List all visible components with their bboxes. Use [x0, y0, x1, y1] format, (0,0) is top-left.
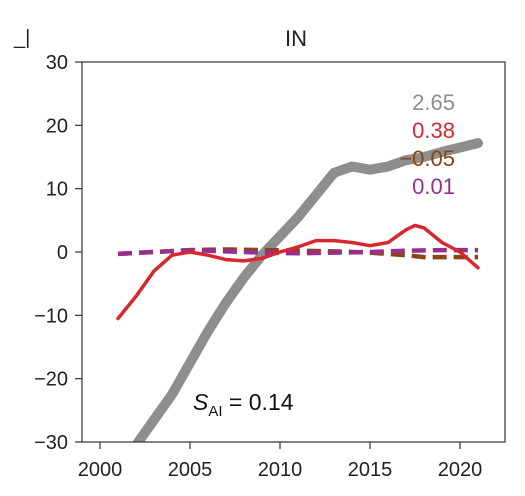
sai-value: = 0.14 — [223, 389, 294, 415]
trend-label-0: 2.65 — [412, 90, 455, 115]
plot-area — [116, 138, 483, 442]
y-tick-label: −10 — [34, 305, 68, 327]
y-tick-label: 0 — [57, 242, 68, 264]
sai-symbol: S — [193, 389, 209, 415]
x-tick-label: 2010 — [258, 459, 303, 481]
x-tick-label: 2000 — [78, 459, 123, 481]
sai-subscript: AI — [208, 403, 222, 420]
trend-label-1: 0.38 — [412, 118, 455, 143]
y-tick-label: −20 — [34, 369, 68, 391]
series-line-0 — [132, 138, 483, 442]
trend-labels: 2.65 0.38 −0.05 0.01 — [399, 90, 455, 199]
chart-title: IN — [285, 26, 307, 51]
corner-mark: _| — [13, 27, 30, 49]
series-line-1 — [116, 223, 480, 321]
sai-annotation: SAI = 0.14 — [193, 389, 294, 420]
trend-label-2: −0.05 — [399, 146, 455, 171]
x-tick-label: 2015 — [348, 459, 393, 481]
y-tick-label: −30 — [34, 432, 68, 454]
series-line-3 — [117, 247, 478, 257]
trend-label-3: 0.01 — [412, 174, 455, 199]
y-tick-label: 30 — [46, 52, 68, 74]
y-tick-label: 10 — [46, 179, 68, 201]
x-tick-label: 2005 — [168, 459, 213, 481]
x-tick-label: 2020 — [438, 459, 483, 481]
y-tick-label: 20 — [46, 115, 68, 137]
